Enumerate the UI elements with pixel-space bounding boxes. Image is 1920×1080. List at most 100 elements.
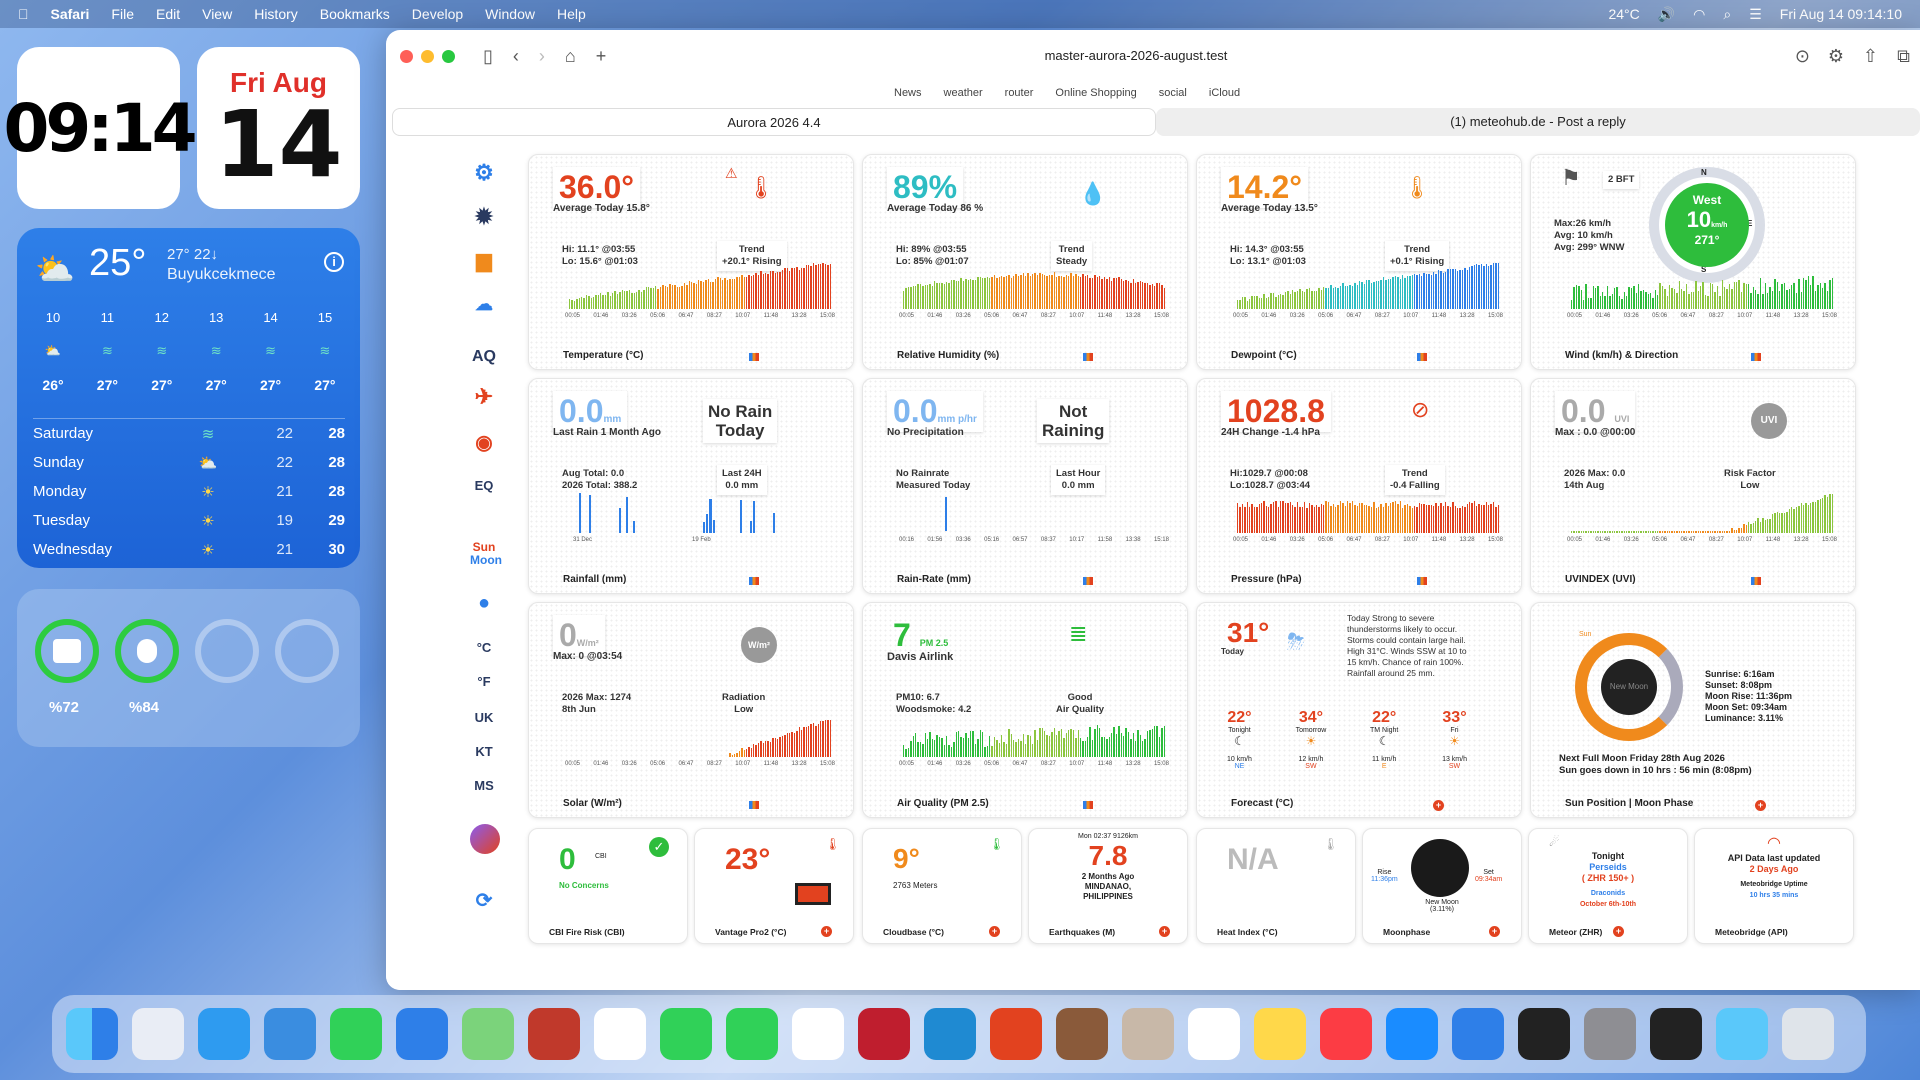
search-icon[interactable]: ⌕ xyxy=(1723,6,1731,23)
maps-icon[interactable] xyxy=(462,1008,514,1060)
expand-icon[interactable]: + xyxy=(1159,926,1170,937)
menu-history[interactable]: History xyxy=(254,6,298,22)
home-icon[interactable]: ⌂ xyxy=(565,46,576,67)
expand-icon[interactable]: + xyxy=(1755,800,1766,811)
fav-weather[interactable]: weather xyxy=(944,87,983,99)
info-icon[interactable]: ● xyxy=(470,592,498,615)
unit-uk[interactable]: UK xyxy=(470,710,498,725)
forward-icon[interactable]: › xyxy=(539,46,545,67)
unit-ms[interactable]: MS xyxy=(470,778,498,793)
app-store-icon[interactable] xyxy=(1386,1008,1438,1060)
menu-app-name[interactable]: Safari xyxy=(51,6,90,22)
menu-window[interactable]: Window xyxy=(485,6,535,22)
trash-icon[interactable] xyxy=(1782,1008,1834,1060)
battery-widget[interactable]: %72 %84 xyxy=(17,589,360,747)
expand-icon[interactable]: + xyxy=(1489,926,1500,937)
chart-link-icon[interactable] xyxy=(1751,577,1761,585)
nav-aq[interactable]: AQ xyxy=(470,348,498,366)
menu-help[interactable]: Help xyxy=(557,6,586,22)
weather-widget[interactable]: ⛅ 25° 27° 22↓ Buyukcekmece i 10 ⛅ 26° 11 ≋ 2… xyxy=(17,228,360,568)
unit-kt[interactable]: KT xyxy=(470,744,498,759)
fav-shopping[interactable]: Online Shopping xyxy=(1055,87,1136,99)
minimize-button[interactable] xyxy=(421,50,434,63)
menu-bookmarks[interactable]: Bookmarks xyxy=(320,6,390,22)
share-icon[interactable]: ⇧ xyxy=(1863,46,1878,67)
filezilla-icon[interactable] xyxy=(858,1008,910,1060)
menu-develop[interactable]: Develop xyxy=(412,6,463,22)
expand-icon[interactable]: + xyxy=(1613,926,1624,937)
phone-icon[interactable] xyxy=(726,1008,778,1060)
fav-router[interactable]: router xyxy=(1005,87,1034,99)
tab-aurora[interactable]: Aurora 2026 4.4 xyxy=(392,108,1156,136)
terminal-icon[interactable] xyxy=(1518,1008,1570,1060)
chart-link-icon[interactable] xyxy=(1417,353,1427,361)
chart-link-icon[interactable] xyxy=(1083,353,1093,361)
unit-c[interactable]: °C xyxy=(470,640,498,655)
aurora-logo-icon[interactable] xyxy=(470,824,500,854)
hopper-icon[interactable] xyxy=(990,1008,1042,1060)
downloads-folder-icon[interactable] xyxy=(1716,1008,1768,1060)
fav-social[interactable]: social xyxy=(1159,87,1187,99)
tabs-overview-icon[interactable]: ⧉ xyxy=(1897,46,1910,67)
gear-icon[interactable]: ⚙ xyxy=(1828,46,1844,67)
safari-icon[interactable] xyxy=(198,1008,250,1060)
unit-f[interactable]: °F xyxy=(470,674,498,689)
mail-icon[interactable] xyxy=(396,1008,448,1060)
finder-icon[interactable] xyxy=(66,1008,118,1060)
tab-meteohub[interactable]: (1) meteohub.de - Post a reply xyxy=(1156,108,1920,136)
calendar-widget[interactable]: Fri Aug 14 xyxy=(197,47,360,209)
chart-link-icon[interactable] xyxy=(749,577,759,585)
weather-app-icon[interactable] xyxy=(264,1008,316,1060)
cloud-icon[interactable]: ☁ xyxy=(470,294,498,315)
contacts-icon[interactable] xyxy=(1122,1008,1174,1060)
chart-link-icon[interactable] xyxy=(1083,801,1093,809)
airplane-icon[interactable]: ✈ xyxy=(470,384,498,410)
expand-icon[interactable]: + xyxy=(1433,800,1444,811)
expand-icon[interactable]: + xyxy=(989,926,1000,937)
chart-link-icon[interactable] xyxy=(1751,353,1761,361)
chart-icon[interactable]: ▆ xyxy=(470,248,498,273)
chart-link-icon[interactable] xyxy=(1417,577,1427,585)
menu-edit[interactable]: Edit xyxy=(156,6,180,22)
address-bar[interactable]: master-aurora-2026-august.test xyxy=(846,40,1426,72)
expand-icon[interactable]: + xyxy=(821,926,832,937)
music-icon[interactable] xyxy=(1320,1008,1372,1060)
menu-file[interactable]: File xyxy=(111,6,134,22)
istat-icon[interactable] xyxy=(1650,1008,1702,1060)
menubar-clock[interactable]: Fri Aug 14 09:14:10 xyxy=(1780,6,1902,22)
apple-icon[interactable]:  xyxy=(18,6,29,22)
chart-link-icon[interactable] xyxy=(749,801,759,809)
chart-link-icon[interactable] xyxy=(749,353,759,361)
zoom-button[interactable] xyxy=(442,50,455,63)
photos-icon[interactable] xyxy=(594,1008,646,1060)
vscode-icon[interactable] xyxy=(924,1008,976,1060)
reminders-icon[interactable] xyxy=(1188,1008,1240,1060)
messages-icon[interactable] xyxy=(330,1008,382,1060)
nav-sun[interactable]: Sun xyxy=(470,540,498,554)
launchpad-icon[interactable] xyxy=(132,1008,184,1060)
info-icon[interactable]: i xyxy=(324,252,344,272)
back-icon[interactable]: ‹ xyxy=(513,46,519,67)
control-center-icon[interactable]: ☰ xyxy=(1749,6,1762,23)
sun-icon[interactable]: ✹ xyxy=(470,204,498,230)
calendar-app-icon[interactable] xyxy=(792,1008,844,1060)
clock-widget[interactable]: 09:14 xyxy=(17,47,180,209)
refresh-icon[interactable]: ⟳ xyxy=(470,888,498,913)
iphone-mirroring-icon[interactable] xyxy=(1452,1008,1504,1060)
lamp-app-icon[interactable] xyxy=(1056,1008,1108,1060)
fav-news[interactable]: News xyxy=(894,87,922,99)
menu-view[interactable]: View xyxy=(202,6,232,22)
parallels-icon[interactable] xyxy=(528,1008,580,1060)
menubar-weather[interactable]: 24°C xyxy=(1608,6,1639,22)
close-button[interactable] xyxy=(400,50,413,63)
webcam-icon[interactable]: ◉ xyxy=(470,430,498,455)
nav-eq[interactable]: EQ xyxy=(470,478,498,493)
nav-moon[interactable]: Moon xyxy=(470,553,498,567)
system-settings-icon[interactable] xyxy=(1584,1008,1636,1060)
facetime-icon[interactable] xyxy=(660,1008,712,1060)
wifi-icon[interactable]: ◠ xyxy=(1693,6,1705,23)
sidebar-icon[interactable]: ▯ xyxy=(483,46,493,67)
notes-icon[interactable] xyxy=(1254,1008,1306,1060)
chart-link-icon[interactable] xyxy=(1083,577,1093,585)
fav-icloud[interactable]: iCloud xyxy=(1209,87,1240,99)
